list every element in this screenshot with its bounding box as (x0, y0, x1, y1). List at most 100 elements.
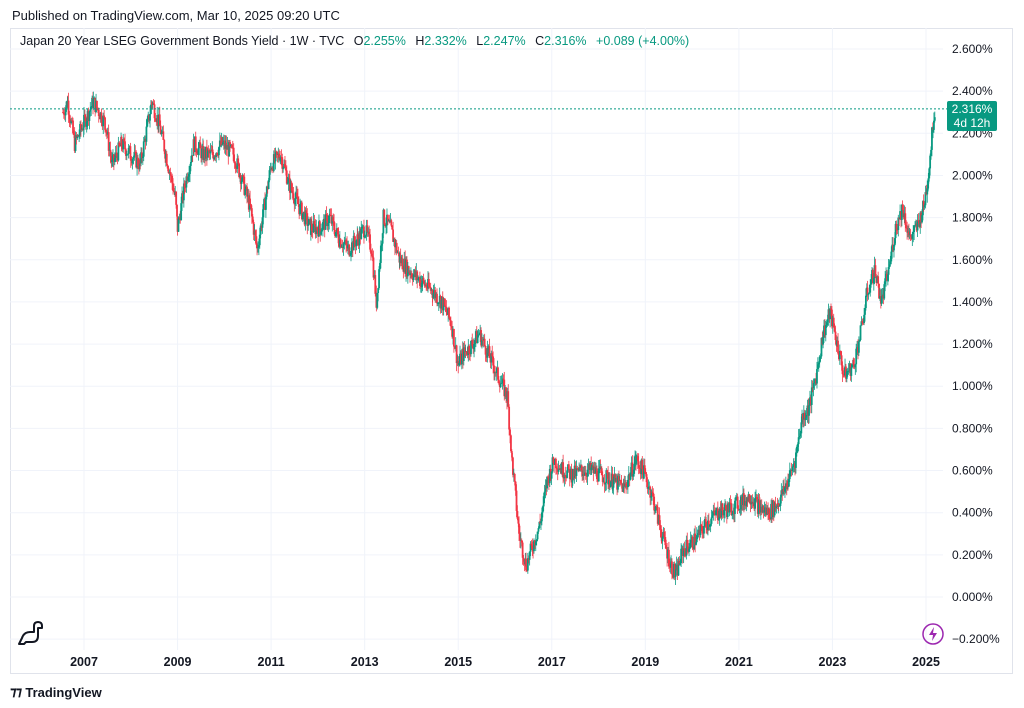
candle-body (339, 239, 342, 248)
candle-body (743, 493, 745, 506)
candle-body (864, 308, 866, 315)
candle-body (884, 278, 887, 285)
candle-body (189, 165, 191, 175)
candle-body (115, 152, 118, 156)
candle-body (538, 521, 541, 529)
candle-body (384, 224, 387, 227)
candle-body (294, 198, 297, 205)
candle-body (868, 292, 871, 294)
candle-body (526, 558, 529, 571)
candle-body (505, 387, 507, 398)
footer-brand[interactable]: ⁊⁊ TradingView (10, 684, 102, 700)
y-tick-label: 0.600% (952, 464, 993, 478)
candle-body (325, 213, 328, 216)
chart-legend: Japan 20 Year LSEG Government Bonds Yiel… (20, 34, 689, 48)
candle-body (97, 109, 100, 116)
candle-body (350, 252, 352, 255)
candle-body (76, 135, 79, 139)
candle-body (859, 325, 862, 340)
candle-body (182, 183, 185, 201)
candle-body (285, 170, 288, 184)
candle-body (232, 154, 235, 162)
candle-body (262, 204, 265, 218)
candle-body (328, 215, 331, 224)
dino-icon[interactable] (16, 620, 46, 646)
candle-body (596, 468, 598, 480)
candle-body (897, 217, 900, 230)
candle-body (364, 235, 367, 237)
candle-body (867, 293, 870, 295)
candle-body (428, 286, 431, 288)
candle-body (522, 557, 525, 562)
candle-body (833, 327, 836, 332)
candle-body (243, 176, 246, 195)
candle-body (775, 506, 778, 509)
candle-body (374, 275, 377, 294)
legend-open-label: O (353, 34, 364, 48)
published-caption: Published on TradingView.com, Mar 10, 20… (12, 8, 340, 23)
candle-body (445, 306, 448, 313)
candle-body (209, 150, 212, 154)
candle-body (734, 500, 736, 515)
y-tick-label: 1.200% (952, 337, 993, 351)
legend-title: Japan 20 Year LSEG Government Bonds Yiel… (20, 34, 345, 48)
candle-body (617, 476, 620, 481)
candle-body (342, 243, 345, 249)
candle-body (933, 117, 936, 121)
candle-body (217, 154, 219, 156)
candle-body (609, 481, 612, 488)
candle-body (324, 213, 327, 230)
x-tick-label: 2025 (912, 655, 940, 669)
candle-body (645, 474, 648, 483)
candle-body (334, 232, 337, 236)
candle-body (64, 107, 67, 116)
candle-body (412, 274, 415, 281)
candle-body (172, 183, 174, 191)
y-tick-label: 2.000% (952, 168, 993, 182)
candle-body (80, 124, 82, 130)
candle-body (518, 523, 520, 534)
y-tick-label: 1.400% (952, 295, 993, 309)
candle-body (832, 317, 835, 328)
candle-body (191, 155, 194, 157)
candle-body (578, 467, 581, 471)
candle-body (688, 548, 690, 552)
candle-body (229, 142, 231, 147)
candle-body (717, 518, 720, 520)
candle-body (677, 560, 680, 576)
candle-body (107, 132, 110, 151)
candle-body (158, 114, 161, 126)
candle-body (315, 227, 318, 235)
candle-body (169, 172, 172, 176)
candle-body (674, 569, 677, 577)
candle-body (318, 221, 320, 237)
candle-body (508, 406, 511, 430)
candle-body (830, 308, 832, 310)
candle-body (510, 435, 512, 452)
candle-body (129, 146, 132, 159)
candle-body (729, 502, 732, 504)
flash-icon[interactable] (922, 623, 944, 645)
candle-body (858, 339, 861, 342)
candle-body (255, 236, 258, 245)
candle-body (306, 213, 309, 226)
candle-body (860, 321, 863, 326)
candle-body (804, 417, 807, 421)
candle-body (680, 548, 683, 564)
candle-body (541, 506, 544, 513)
candle-body (180, 203, 183, 221)
last-price-value: 2.316% (951, 102, 993, 116)
candle-body (495, 368, 498, 374)
candle-body (436, 293, 438, 304)
candle-body (819, 356, 822, 358)
candle-body (526, 570, 528, 572)
candle-body (258, 234, 261, 246)
candle-body (536, 531, 539, 540)
candle-body (131, 159, 134, 164)
candle-body (252, 222, 255, 235)
candle-body (486, 348, 489, 358)
candle-body (754, 497, 756, 509)
candle-body (768, 508, 771, 519)
candle-body (617, 476, 619, 490)
